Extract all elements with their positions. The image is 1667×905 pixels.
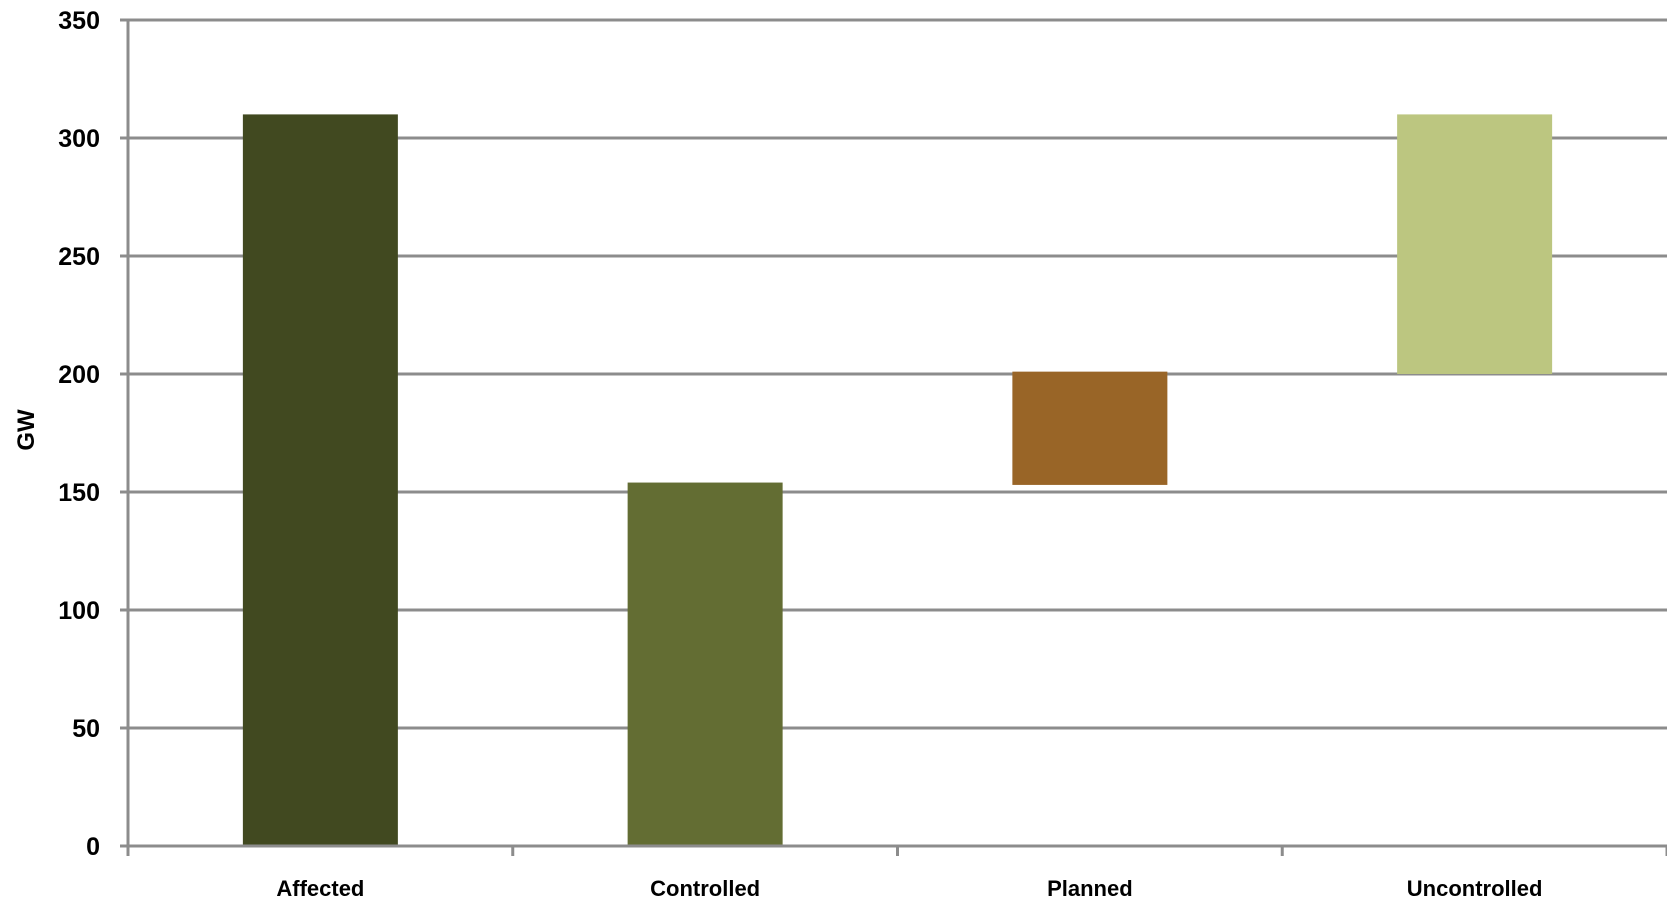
bars	[242, 114, 1553, 846]
x-category-label: Uncontrolled	[1407, 876, 1543, 901]
bar-planned	[1012, 371, 1168, 485]
bar-uncontrolled	[1397, 114, 1553, 375]
y-tick-label: 50	[72, 715, 100, 743]
x-category-label: Controlled	[650, 876, 760, 901]
y-tick-labels: 0 50 100 150 200 250 300 350	[58, 7, 100, 861]
y-tick-label: 0	[86, 833, 100, 861]
y-tick-label: 100	[58, 597, 100, 625]
bar-controlled	[627, 482, 783, 846]
bar-affected	[242, 114, 398, 846]
y-tick-label: 300	[58, 125, 100, 153]
y-tick-label: 150	[58, 479, 100, 507]
y-axis-title: GW	[13, 409, 40, 451]
y-tick-label: 200	[58, 361, 100, 389]
x-category-label: Planned	[1047, 876, 1133, 901]
y-tick-label: 350	[58, 7, 100, 35]
x-category-labels: Affected Controlled Planned Uncontrolled	[276, 876, 1542, 901]
axes	[120, 18, 1667, 856]
x-category-label: Affected	[276, 876, 364, 901]
y-tick-label: 250	[58, 243, 100, 271]
